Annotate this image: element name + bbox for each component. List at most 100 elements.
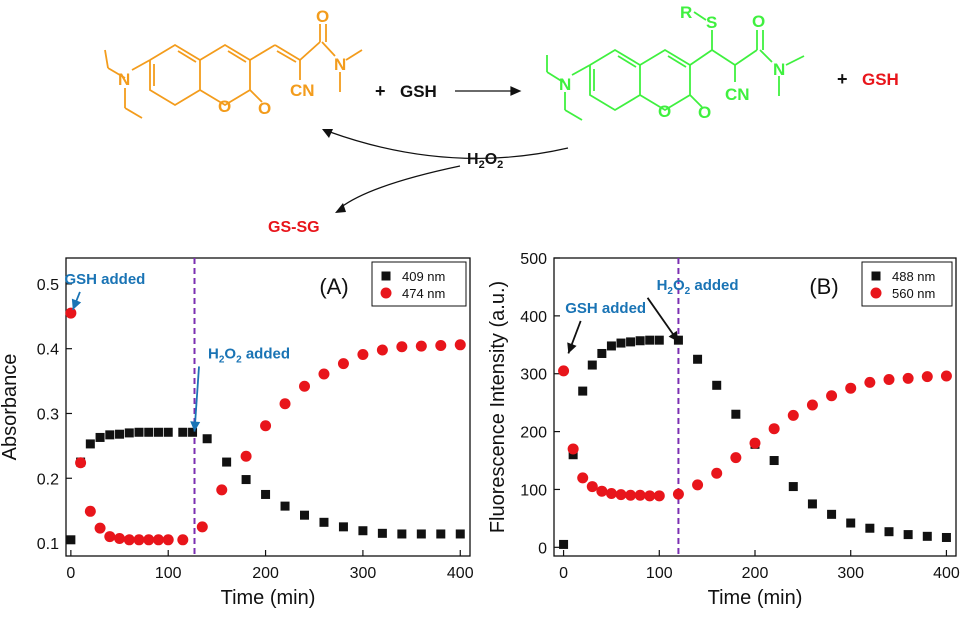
data-point-409-nm bbox=[319, 517, 329, 527]
data-point-560-nm bbox=[653, 490, 665, 502]
data-point-409-nm bbox=[300, 510, 310, 520]
data-point-474-nm bbox=[75, 457, 87, 469]
data-point-560-nm bbox=[730, 452, 742, 464]
data-point-488-nm bbox=[693, 354, 703, 364]
data-point-560-nm bbox=[672, 488, 684, 500]
legend-marker bbox=[380, 287, 392, 299]
data-point-560-nm bbox=[615, 489, 627, 501]
x-tick-label: 300 bbox=[350, 565, 377, 582]
data-point-474-nm bbox=[114, 533, 126, 545]
x-tick-label: 400 bbox=[933, 565, 960, 582]
data-point-409-nm bbox=[178, 427, 188, 437]
reactant-amide-n-label: N bbox=[334, 55, 346, 74]
legend-marker bbox=[870, 287, 882, 299]
product-r-label: R bbox=[680, 3, 692, 22]
chart-panel-b: 0 100 200 300 400 0 100 200 300 400 500 Time (min) F… bbox=[487, 251, 960, 609]
y-tick-label: 100 bbox=[520, 482, 547, 499]
annotation-arrowhead bbox=[190, 421, 201, 432]
data-point-474-nm bbox=[133, 534, 145, 546]
data-point-474-nm bbox=[162, 534, 174, 546]
data-point-409-nm bbox=[105, 430, 115, 440]
plus-sign-1: + bbox=[375, 81, 386, 101]
gsh-added-annotation: GSH added bbox=[65, 271, 146, 288]
data-point-560-nm bbox=[826, 390, 838, 402]
x-tick-label: 300 bbox=[837, 565, 864, 582]
data-point-409-nm bbox=[115, 429, 125, 439]
data-point-560-nm bbox=[940, 370, 952, 382]
byproduct-label: GS-SG bbox=[268, 219, 320, 236]
data-point-560-nm bbox=[625, 489, 637, 501]
data-point-560-nm bbox=[921, 371, 933, 383]
data-point-474-nm bbox=[84, 505, 96, 517]
reaction-scheme: N O O O N CN + GSH R bbox=[104, 3, 899, 236]
data-point-560-nm bbox=[845, 382, 857, 394]
data-point-474-nm bbox=[376, 344, 388, 356]
plus-sign-2: + bbox=[837, 69, 848, 89]
data-point-488-nm bbox=[865, 523, 875, 533]
legend-label: 560 nm bbox=[892, 286, 935, 301]
product-molecule bbox=[546, 11, 805, 121]
data-point-488-nm bbox=[673, 335, 683, 345]
data-point-560-nm bbox=[692, 479, 704, 491]
reactant-n-label: N bbox=[118, 70, 130, 89]
data-point-488-nm bbox=[578, 386, 588, 396]
y-axis-label: Absorbance bbox=[0, 354, 21, 461]
data-point-474-nm bbox=[177, 534, 189, 546]
data-point-409-nm bbox=[124, 428, 134, 438]
data-point-474-nm bbox=[216, 484, 228, 496]
legend-marker bbox=[381, 271, 391, 281]
annotation-arrowhead bbox=[567, 342, 577, 354]
data-point-488-nm bbox=[922, 531, 932, 541]
data-point-560-nm bbox=[644, 490, 656, 502]
data-point-488-nm bbox=[597, 348, 607, 358]
data-point-409-nm bbox=[358, 526, 368, 536]
data-point-474-nm bbox=[357, 349, 369, 361]
data-point-560-nm bbox=[902, 372, 914, 384]
data-point-560-nm bbox=[768, 423, 780, 435]
data-point-488-nm bbox=[884, 527, 894, 537]
data-point-488-nm bbox=[731, 409, 741, 419]
data-point-488-nm bbox=[645, 335, 655, 345]
legend-box bbox=[861, 261, 953, 307]
legend-box bbox=[371, 261, 467, 307]
y-tick-label: 0.1 bbox=[37, 536, 59, 553]
y-tick-label: 0.2 bbox=[37, 471, 59, 488]
y-axis-label: Fluorescence Intensity (a.u.) bbox=[487, 281, 509, 533]
x-tick-label: 100 bbox=[155, 565, 182, 582]
reagent-gsh: GSH bbox=[400, 82, 437, 101]
data-point-409-nm bbox=[188, 427, 198, 437]
product-keto-o-label: O bbox=[698, 103, 711, 122]
product-ring-o-label: O bbox=[658, 102, 671, 121]
data-point-409-nm bbox=[397, 529, 407, 539]
data-point-488-nm bbox=[846, 518, 856, 528]
chart-panel-a: 0 100 200 300 400 0.1 0.2 0.3 0.4 0.5 Time (min) Ab… bbox=[0, 257, 474, 609]
data-point-474-nm bbox=[435, 339, 447, 351]
x-tick-label: 0 bbox=[559, 565, 568, 582]
x-tick-label: 200 bbox=[742, 565, 769, 582]
data-point-409-nm bbox=[134, 427, 144, 437]
annotation-arrowhead bbox=[668, 330, 679, 342]
data-point-409-nm bbox=[66, 535, 76, 545]
annotation-arrowhead bbox=[71, 298, 82, 310]
reactant-keto-o-label: O bbox=[258, 99, 271, 118]
data-point-409-nm bbox=[338, 522, 348, 532]
data-point-488-nm bbox=[807, 499, 817, 509]
panel-label: (B) bbox=[809, 274, 838, 299]
plot-frame bbox=[65, 257, 471, 557]
data-point-474-nm bbox=[94, 522, 106, 534]
byproduct-arrowhead bbox=[335, 203, 346, 213]
data-point-560-nm bbox=[634, 489, 646, 501]
annotation-arrow bbox=[193, 366, 200, 432]
data-point-474-nm bbox=[396, 341, 408, 353]
panel-label: (A) bbox=[319, 274, 348, 299]
data-point-488-nm bbox=[654, 335, 664, 345]
data-point-474-nm bbox=[104, 531, 116, 543]
data-point-474-nm bbox=[143, 534, 155, 546]
h2o2-added-annotation: H2O2 added bbox=[208, 345, 290, 365]
y-tick-label: 200 bbox=[520, 425, 547, 442]
data-point-560-nm bbox=[596, 485, 608, 497]
y-tick-label: 0.4 bbox=[37, 342, 59, 359]
data-point-474-nm bbox=[337, 358, 349, 370]
reverse-arrow bbox=[329, 131, 569, 209]
data-point-409-nm bbox=[280, 501, 290, 511]
